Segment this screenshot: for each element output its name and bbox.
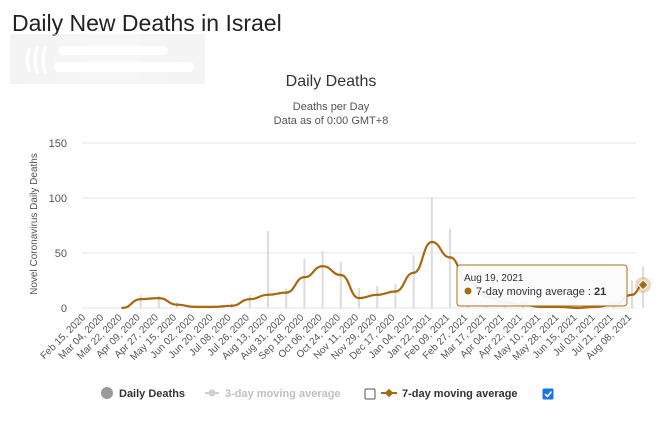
daily-deaths-bar-2 bbox=[157, 295, 160, 308]
legend-marker-daily-deaths bbox=[101, 387, 113, 399]
legend-item-daily-deaths[interactable]: Daily Deaths bbox=[101, 387, 185, 400]
y-tick-label-150: 150 bbox=[49, 138, 67, 150]
y-tick-label-50: 50 bbox=[55, 248, 67, 260]
seven-day-average-point-2 bbox=[157, 296, 160, 300]
y-tick-labels: 0 50 100 150 bbox=[49, 138, 67, 315]
legend-marker-3-day-dot bbox=[208, 389, 216, 397]
daily-deaths-bar-16 bbox=[412, 255, 415, 308]
daily-deaths-bar-18 bbox=[449, 228, 451, 308]
tooltip-series-name: 7-day moving average bbox=[476, 286, 585, 298]
legend-item-3-day-average[interactable]: 3-day moving average bbox=[205, 388, 341, 400]
tooltip-series-dot bbox=[464, 287, 472, 295]
legend-label-daily-deaths: Daily Deaths bbox=[119, 388, 185, 400]
seven-day-average-point-18 bbox=[448, 256, 452, 259]
checkbox-7-day-box bbox=[542, 388, 554, 400]
y-axis-title: Novel Coronavirus Daily Deaths bbox=[29, 153, 40, 295]
seven-day-average-point-25 bbox=[576, 306, 579, 310]
checkbox-3-day-average[interactable] bbox=[364, 388, 376, 400]
tooltip-box bbox=[456, 264, 628, 307]
seven-day-average-point-4 bbox=[194, 305, 197, 309]
daily-deaths-bar-17 bbox=[430, 198, 433, 308]
seven-day-average-point-9 bbox=[285, 291, 288, 294]
legend-label-3-day-average: 3-day moving average bbox=[225, 388, 341, 400]
tooltip-value: 21 bbox=[594, 286, 606, 298]
hover-tooltip: Aug 19, 2021 7-day moving average : 21 bbox=[456, 264, 628, 307]
checkbox-7-day-average[interactable] bbox=[542, 388, 554, 400]
chart-subtitle-line-2: Data as of 0:00 GMT+8 bbox=[274, 115, 389, 127]
seven-day-average-point-13 bbox=[357, 296, 361, 300]
daily-deaths-bar-8 bbox=[267, 231, 269, 308]
seven-day-average-point-1 bbox=[139, 298, 142, 301]
seven-day-average-point-8 bbox=[266, 293, 270, 296]
daily-deaths-bar-10 bbox=[303, 258, 306, 308]
legend-marker-7-day-diamond bbox=[384, 388, 394, 398]
tooltip-date: Aug 19, 2021 bbox=[464, 273, 524, 284]
daily-deaths-bar-1 bbox=[139, 294, 142, 308]
seven-day-average-point-0 bbox=[121, 306, 124, 310]
daily-deaths-bar-9 bbox=[285, 288, 288, 308]
legend: Daily Deaths 3-day moving average 7-day … bbox=[101, 387, 554, 400]
daily-deaths-bar-7 bbox=[248, 294, 251, 308]
daily-deaths-bar-14 bbox=[376, 286, 379, 308]
hover-point-diamond bbox=[637, 279, 649, 291]
seven-day-average-point-28 bbox=[630, 293, 634, 296]
chart-title: Daily Deaths bbox=[286, 73, 377, 90]
page-title: Daily New Deaths in Israel bbox=[12, 10, 282, 36]
tooltip-separator: : bbox=[588, 286, 594, 298]
daily-deaths-bar-12 bbox=[339, 261, 342, 308]
y-tick-label-100: 100 bbox=[49, 193, 67, 205]
seven-day-average-point-3 bbox=[175, 303, 179, 306]
legend-item-7-day-average[interactable]: 7-day moving average bbox=[381, 388, 518, 400]
seven-day-average-point-16 bbox=[412, 271, 415, 274]
seven-day-average-point-15 bbox=[394, 290, 397, 293]
seven-day-average-point-17 bbox=[430, 240, 433, 244]
daily-deaths-bar-15 bbox=[394, 283, 397, 308]
seven-day-average-point-10 bbox=[303, 276, 306, 279]
seven-day-average-point-5 bbox=[212, 305, 215, 309]
seven-day-average-point-11 bbox=[321, 265, 324, 268]
seven-day-average-point-6 bbox=[230, 304, 233, 307]
daily-deaths-bar-11 bbox=[321, 250, 324, 308]
seven-day-average-point-7 bbox=[248, 298, 251, 301]
seven-day-average-line bbox=[122, 240, 644, 310]
chart-subtitle-line-1: Deaths per Day bbox=[293, 101, 370, 113]
seven-day-average-point-14 bbox=[376, 293, 379, 296]
legend-label-7-day-average: 7-day moving average bbox=[402, 388, 518, 400]
seven-day-average-point-12 bbox=[339, 273, 342, 277]
y-tick-label-0: 0 bbox=[61, 303, 67, 315]
tooltip-series-label: 7-day moving average : 21 bbox=[476, 286, 606, 298]
checkmark-icon bbox=[544, 391, 553, 398]
watermark-logo bbox=[10, 34, 205, 84]
